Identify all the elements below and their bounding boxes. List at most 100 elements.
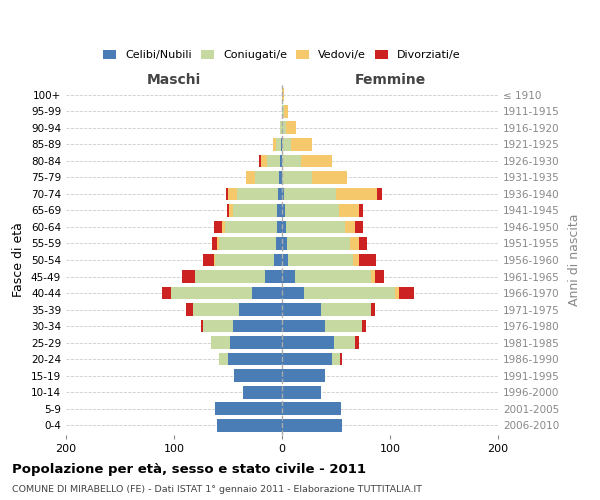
Bar	[290, 138, 312, 151]
Bar	[355, 336, 359, 349]
Bar	[359, 254, 376, 266]
Legend: Celibi/Nubili, Coniugati/e, Vedovi/e, Divorziati/e: Celibi/Nubili, Coniugati/e, Vedovi/e, Di…	[99, 45, 465, 64]
Bar	[282, 254, 289, 266]
Bar	[201, 320, 203, 332]
Bar	[226, 188, 228, 200]
Bar	[295, 270, 371, 283]
Bar	[233, 204, 277, 217]
Bar	[275, 138, 281, 151]
Bar	[286, 220, 344, 234]
Bar	[282, 352, 332, 366]
Bar	[227, 204, 229, 217]
Bar	[212, 237, 217, 250]
Bar	[398, 286, 414, 300]
Bar	[274, 138, 275, 151]
Bar	[371, 270, 375, 283]
Bar	[217, 237, 220, 250]
Bar	[275, 237, 282, 250]
Bar	[325, 320, 362, 332]
Bar	[236, 188, 278, 200]
Bar	[336, 188, 377, 200]
Bar	[255, 171, 279, 184]
Bar	[282, 386, 321, 398]
Bar	[284, 188, 336, 200]
Bar	[282, 237, 287, 250]
Bar	[282, 154, 301, 168]
Bar	[243, 386, 282, 398]
Bar	[282, 369, 325, 382]
Bar	[230, 336, 282, 349]
Bar	[355, 220, 363, 234]
Bar	[211, 336, 230, 349]
Bar	[282, 320, 325, 332]
Bar	[286, 122, 296, 134]
Bar	[282, 303, 321, 316]
Bar	[282, 270, 295, 283]
Bar	[277, 220, 282, 234]
Bar	[289, 254, 353, 266]
Bar	[301, 154, 332, 168]
Bar	[259, 154, 262, 168]
Bar	[282, 418, 343, 432]
Bar	[194, 270, 265, 283]
Text: Maschi: Maschi	[147, 72, 201, 86]
Bar	[371, 303, 375, 316]
Bar	[304, 286, 395, 300]
Bar	[359, 237, 367, 250]
Bar	[282, 171, 312, 184]
Bar	[252, 286, 282, 300]
Text: Popolazione per età, sesso e stato civile - 2011: Popolazione per età, sesso e stato civil…	[12, 462, 366, 475]
Bar	[395, 286, 398, 300]
Bar	[282, 220, 286, 234]
Bar	[340, 352, 343, 366]
Bar	[217, 418, 282, 432]
Bar	[182, 270, 194, 283]
Bar	[162, 286, 171, 300]
Bar	[203, 254, 214, 266]
Bar	[282, 188, 284, 200]
Bar	[267, 154, 280, 168]
Bar	[339, 204, 359, 217]
Bar	[284, 105, 289, 118]
Bar	[321, 303, 371, 316]
Bar	[221, 220, 225, 234]
Bar	[215, 402, 282, 415]
Bar	[375, 270, 383, 283]
Bar	[215, 254, 274, 266]
Bar	[282, 204, 285, 217]
Bar	[262, 154, 267, 168]
Bar	[282, 88, 284, 102]
Bar	[282, 105, 284, 118]
Bar	[214, 220, 221, 234]
Bar	[233, 320, 282, 332]
Bar	[312, 171, 347, 184]
Bar	[225, 220, 277, 234]
Bar	[285, 204, 339, 217]
Bar	[193, 303, 239, 316]
Bar	[377, 188, 382, 200]
Text: COMUNE DI MIRABELLO (FE) - Dati ISTAT 1° gennaio 2011 - Elaborazione TUTTITALIA.: COMUNE DI MIRABELLO (FE) - Dati ISTAT 1°…	[12, 485, 422, 494]
Bar	[362, 320, 366, 332]
Bar	[239, 303, 282, 316]
Bar	[247, 171, 255, 184]
Bar	[282, 286, 304, 300]
Bar	[281, 138, 282, 151]
Bar	[278, 188, 282, 200]
Bar	[353, 254, 359, 266]
Y-axis label: Anni di nascita: Anni di nascita	[568, 214, 581, 306]
Bar	[220, 237, 275, 250]
Bar	[220, 352, 228, 366]
Bar	[228, 352, 282, 366]
Bar	[214, 254, 215, 266]
Bar	[282, 336, 334, 349]
Bar	[235, 369, 282, 382]
Bar	[282, 402, 341, 415]
Bar	[171, 286, 252, 300]
Bar	[332, 352, 340, 366]
Text: Femmine: Femmine	[355, 72, 425, 86]
Bar	[186, 303, 193, 316]
Bar	[350, 237, 359, 250]
Bar	[359, 204, 363, 217]
Bar	[229, 204, 233, 217]
Bar	[228, 188, 236, 200]
